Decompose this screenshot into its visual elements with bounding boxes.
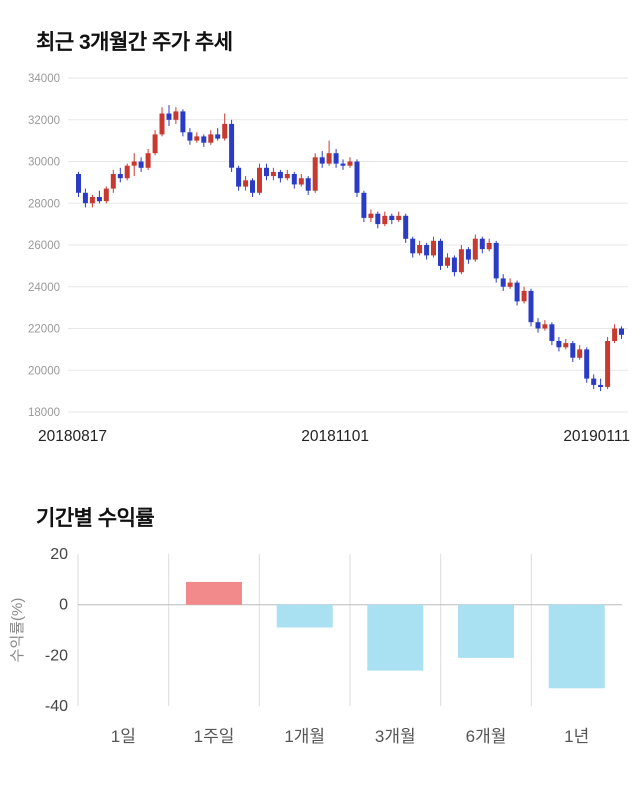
- svg-text:26000: 26000: [28, 240, 60, 252]
- returns-bar-chart-svg: 20 0 -20 -40 수익률(%) 1일 1주일 1개월 3개월 6개월 1년: [9, 546, 622, 746]
- svg-text:3개월: 3개월: [375, 727, 416, 746]
- svg-text:20: 20: [50, 546, 68, 563]
- svg-text:32000: 32000: [28, 115, 60, 127]
- x-axis-label-end: 20190111: [563, 428, 630, 445]
- svg-text:18000: 18000: [28, 407, 60, 419]
- period-returns-chart: 20 0 -20 -40 수익률(%) 1일 1주일 1개월 3개월 6개월 1년: [0, 546, 640, 758]
- svg-text:30000: 30000: [28, 157, 60, 169]
- price-trend-title: 최근 3개월간 주가 추세: [36, 31, 233, 54]
- svg-text:22000: 22000: [28, 324, 60, 336]
- period-returns-title: 기간별 수익률: [36, 507, 155, 530]
- svg-text:-20: -20: [45, 647, 68, 664]
- svg-text:0: 0: [59, 597, 68, 614]
- price-trend-chart: 18000 20000 22000 24000 26000 28000 30000 32000…: [0, 64, 640, 446]
- svg-text:1년: 1년: [564, 727, 589, 746]
- svg-text:수익률(%): 수익률(%): [9, 598, 26, 663]
- svg-text:-40: -40: [45, 698, 68, 715]
- x-axis-label-mid: 20181101: [301, 428, 370, 445]
- x-axis-label-start: 20180817: [38, 428, 107, 445]
- svg-text:24000: 24000: [28, 282, 60, 294]
- svg-text:1일: 1일: [111, 727, 136, 746]
- candlestick-x-axis: 20180817 20181101 20190111: [0, 426, 640, 446]
- svg-text:1주일: 1주일: [194, 727, 235, 746]
- svg-text:28000: 28000: [28, 198, 60, 210]
- svg-text:1개월: 1개월: [284, 727, 325, 746]
- candlestick-chart-svg: 18000 20000 22000 24000 26000 28000 30000 32000…: [28, 73, 628, 419]
- svg-text:6개월: 6개월: [466, 727, 507, 746]
- svg-text:34000: 34000: [28, 73, 60, 85]
- svg-text:20000: 20000: [28, 365, 60, 377]
